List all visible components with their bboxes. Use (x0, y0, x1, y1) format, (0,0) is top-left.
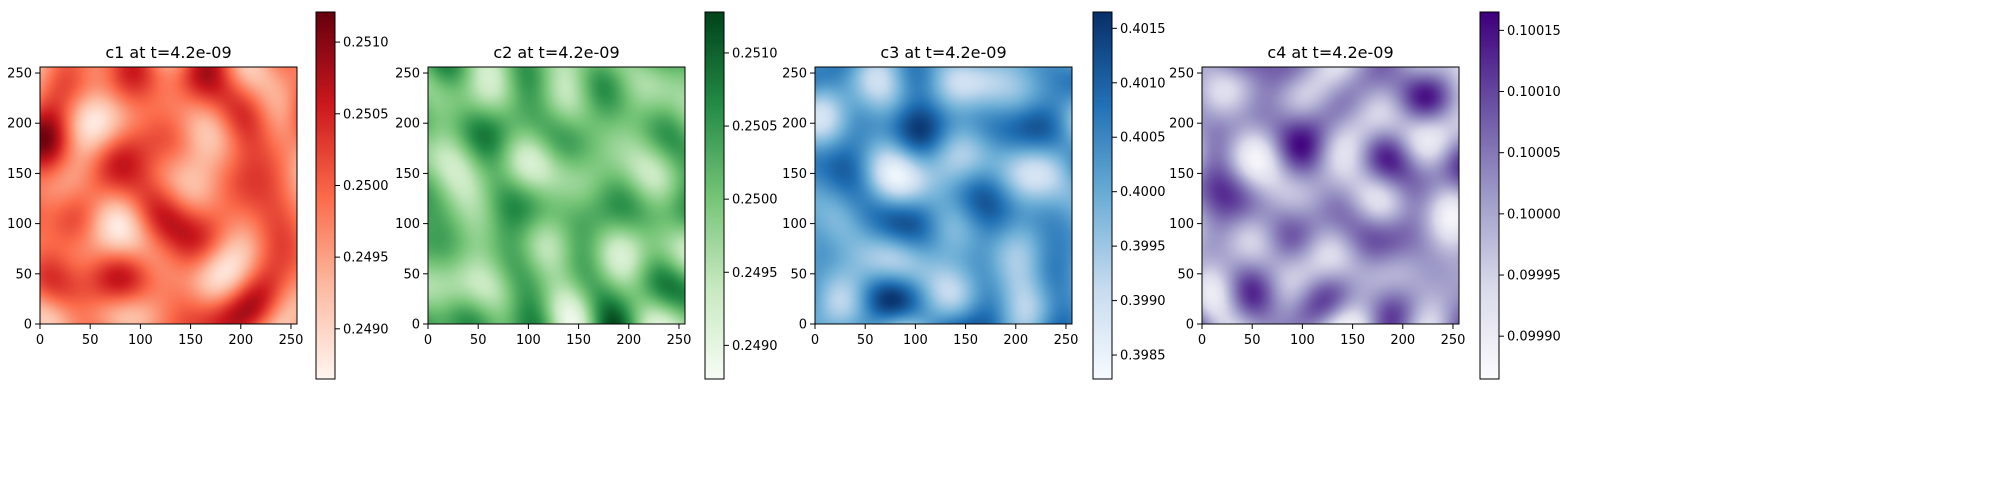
y-tick-label: 0 (24, 318, 32, 333)
x-tick-label: 200 (1390, 333, 1415, 348)
y-tick-label: 50 (1177, 267, 1194, 282)
colorbar-tick-label: 0.3985 (1120, 349, 1166, 364)
y-tick-label: 150 (782, 167, 807, 182)
x-tick-label: 0 (424, 333, 432, 348)
x-tick-label: 250 (1441, 333, 1466, 348)
colorbar-tick-label: 0.3990 (1120, 294, 1166, 309)
colorbar-tick-label: 0.2495 (732, 266, 778, 281)
axes-frame (814, 66, 1073, 325)
x-tick-label: 200 (228, 333, 253, 348)
colorbar-tick-label: 0.10015 (1507, 24, 1561, 39)
heatmap-panel-4: c4 at t=4.2e-09 0 50 100 150 200 250 0 50 100 150 2… (1169, 11, 1561, 380)
x-tick-label: 150 (566, 333, 591, 348)
y-tick-label: 150 (1169, 167, 1194, 182)
chart-title: c3 at t=4.2e-09 (880, 43, 1006, 62)
x-tick-label: 250 (667, 333, 692, 348)
axes-frame (1201, 66, 1460, 325)
colorbar-tick-label: 0.4000 (1120, 185, 1166, 200)
y-tick-label: 100 (395, 217, 420, 232)
colorbar-gradient (1093, 12, 1112, 379)
y-tick-label: 50 (790, 267, 807, 282)
x-tick-label: 150 (178, 333, 203, 348)
axes-frame (427, 66, 686, 325)
x-tick-label: 100 (128, 333, 153, 348)
colorbar-tick-label: 0.2505 (343, 107, 389, 122)
x-tick-label: 0 (1198, 333, 1206, 348)
x-tick-label: 100 (1290, 333, 1315, 348)
chart-title: c4 at t=4.2e-09 (1267, 43, 1393, 62)
y-tick-label: 0 (412, 318, 420, 333)
y-tick-label: 150 (7, 167, 32, 182)
colorbar-tick-label: 0.2500 (343, 179, 389, 194)
y-tick-label: 200 (395, 117, 420, 132)
y-tick-label: 100 (782, 217, 807, 232)
colorbar-tick-label: 0.10005 (1507, 146, 1561, 161)
colorbar-tick-label: 0.4005 (1120, 131, 1166, 146)
colorbar-tick-label: 0.2500 (732, 193, 778, 208)
colorbar-tick-label: 0.4015 (1120, 22, 1166, 37)
y-tick-label: 50 (15, 267, 32, 282)
colorbar-frame (1479, 11, 1500, 380)
heatmap-panel-3: c3 at t=4.2e-09 0 50 100 150 200 250 0 50 100 150 2… (782, 11, 1166, 380)
colorbar-tick-label: 0.09995 (1507, 269, 1561, 284)
chart-title: c1 at t=4.2e-09 (105, 43, 231, 62)
y-tick-label: 50 (403, 267, 420, 282)
colorbar-tick-label: 0.3995 (1120, 240, 1166, 255)
x-tick-label: 0 (811, 333, 819, 348)
colorbar-tick-label: 0.4010 (1120, 76, 1166, 91)
x-tick-label: 0 (36, 333, 44, 348)
colorbar-gradient (1480, 12, 1499, 379)
y-tick-label: 250 (7, 67, 32, 82)
y-tick-label: 150 (395, 167, 420, 182)
colorbar-tick-label: 0.2510 (732, 46, 778, 61)
x-tick-label: 200 (616, 333, 641, 348)
colorbar-tick-label: 0.2490 (343, 322, 389, 337)
colorbar-gradient (316, 12, 335, 379)
x-tick-label: 50 (82, 333, 99, 348)
y-tick-label: 250 (1169, 67, 1194, 82)
colorbar-tick-label: 0.2510 (343, 36, 389, 51)
x-tick-label: 250 (279, 333, 304, 348)
chart-title: c2 at t=4.2e-09 (493, 43, 619, 62)
x-tick-label: 150 (1340, 333, 1365, 348)
axes-frame (39, 66, 298, 325)
colorbar-tick-label: 0.10000 (1507, 207, 1561, 222)
y-tick-label: 250 (782, 67, 807, 82)
y-tick-label: 0 (799, 318, 807, 333)
y-tick-label: 250 (395, 67, 420, 82)
colorbar-tick-label: 0.2505 (732, 120, 778, 135)
y-tick-label: 200 (782, 117, 807, 132)
x-tick-label: 50 (857, 333, 874, 348)
y-tick-label: 100 (7, 217, 32, 232)
colorbar-frame (704, 11, 725, 380)
x-tick-label: 250 (1054, 333, 1079, 348)
heatmap-image (428, 67, 685, 324)
y-tick-label: 200 (7, 117, 32, 132)
y-tick-label: 0 (1186, 318, 1194, 333)
colorbar-frame (1092, 11, 1113, 380)
y-tick-label: 100 (1169, 217, 1194, 232)
colorbar-tick-label: 0.09990 (1507, 330, 1561, 345)
colorbar-gradient (705, 12, 724, 379)
x-tick-label: 100 (903, 333, 928, 348)
heatmap-image (40, 67, 297, 324)
colorbar-tick-label: 0.10010 (1507, 85, 1561, 100)
colorbar-tick-label: 0.2490 (732, 339, 778, 354)
heatmap-image (1202, 67, 1459, 324)
x-tick-label: 150 (953, 333, 978, 348)
colorbar-tick-label: 0.2495 (343, 251, 389, 266)
colorbar-frame (315, 11, 336, 380)
x-tick-label: 50 (470, 333, 487, 348)
x-tick-label: 100 (516, 333, 541, 348)
heatmap-panel-1: c1 at t=4.2e-09 0 50 100 150 200 250 0 50 100 150 2… (7, 11, 389, 380)
heatmap-panel-2: c2 at t=4.2e-09 0 50 100 150 200 250 0 50 100 150 2… (395, 11, 778, 380)
heatmap-image (815, 67, 1072, 324)
x-tick-label: 200 (1003, 333, 1028, 348)
x-tick-label: 50 (1244, 333, 1261, 348)
y-tick-label: 200 (1169, 117, 1194, 132)
